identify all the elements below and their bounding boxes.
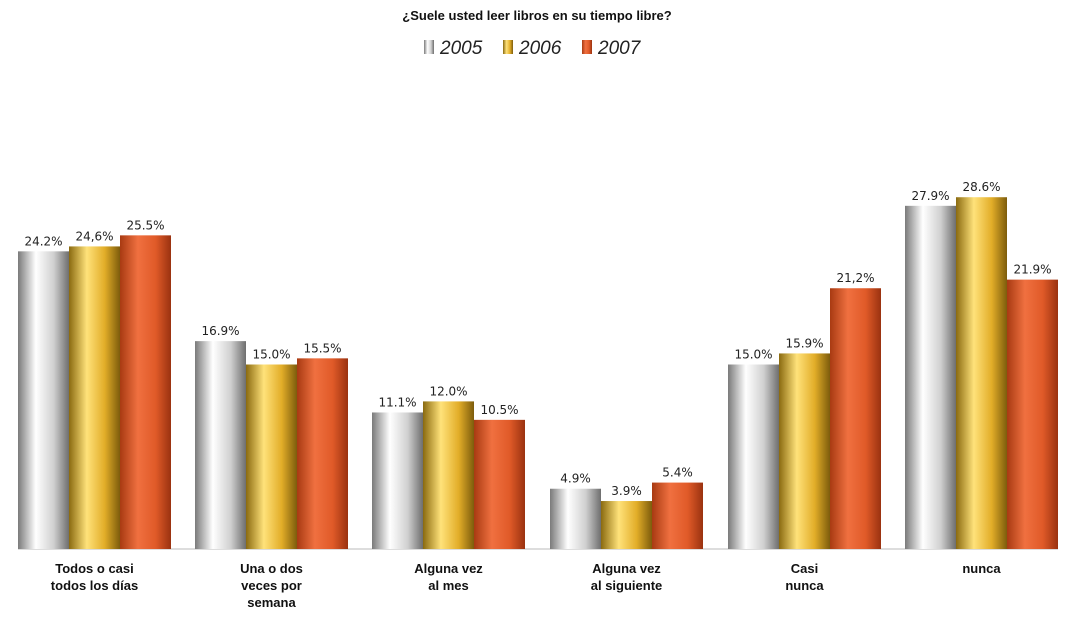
category-label-1: Una o dos veces por semana [240, 561, 303, 610]
category-label-line: semana [247, 595, 296, 610]
value-label-2005-cat1: 16.9% [201, 324, 239, 338]
value-labels-group: 24.2% 24,6% 25.5% 16.9% 15.0% 15.5% 11.1% 12.0%… [24, 180, 1051, 498]
bar-2005-cat1 [195, 341, 246, 549]
category-label-line: nunca [962, 561, 1001, 576]
category-label-2: Alguna vez al mes [414, 561, 483, 593]
value-label-2006-cat2: 12.0% [429, 384, 467, 398]
legend: 2005 2006 2007 [424, 38, 642, 59]
legend-label-2005: 2005 [439, 38, 483, 59]
legend-swatch-2005 [424, 40, 434, 54]
bar-2006-cat2 [423, 401, 474, 549]
bar-2006-cat5 [956, 197, 1007, 549]
value-label-2007-cat1: 15.5% [303, 341, 341, 355]
value-label-2006-cat5: 28.6% [962, 180, 1000, 194]
legend-label-2006: 2006 [518, 38, 562, 59]
category-label-4: Casi nunca [785, 561, 824, 593]
legend-swatch-2006 [503, 40, 513, 54]
bar-2006-cat4 [779, 353, 830, 549]
category-label-line: al mes [428, 578, 468, 593]
category-label-line: veces por [241, 578, 302, 593]
value-label-2005-cat4: 15.0% [734, 348, 772, 362]
value-label-2007-cat3: 5.4% [662, 466, 693, 480]
category-label-line: Una o dos [240, 561, 303, 576]
category-label-line: Alguna vez [414, 561, 483, 576]
bar-2005-cat4 [728, 364, 779, 549]
category-label-line: Todos o casi [55, 561, 134, 576]
bar-2007-cat4 [830, 288, 881, 549]
chart-title: ¿Suele usted leer libros en su tiempo li… [402, 8, 672, 23]
value-label-2006-cat1: 15.0% [252, 348, 290, 362]
bars-group [18, 197, 1058, 550]
value-label-2007-cat0: 25.5% [126, 218, 164, 232]
category-label-line: nunca [785, 578, 824, 593]
bar-2005-cat3 [550, 488, 601, 549]
value-label-2005-cat5: 27.9% [911, 189, 949, 203]
category-label-line: al siguiente [591, 578, 663, 593]
category-label-line: Alguna vez [592, 561, 661, 576]
bar-2007-cat2 [474, 419, 525, 549]
category-label-3: Alguna vez al siguiente [591, 561, 663, 593]
category-label-5: nunca [962, 561, 1001, 576]
bar-2005-cat5 [905, 205, 956, 549]
value-label-2005-cat2: 11.1% [378, 395, 416, 409]
value-label-2006-cat0: 24,6% [75, 229, 113, 243]
bar-2007-cat3 [652, 482, 703, 549]
category-labels-group: Todos o casi todos los días Una o dos veces… [51, 561, 1002, 610]
value-label-2006-cat4: 15.9% [785, 336, 823, 350]
value-label-2005-cat0: 24.2% [24, 234, 62, 248]
category-label-0: Todos o casi todos los días [51, 561, 138, 593]
value-label-2007-cat5: 21.9% [1013, 263, 1051, 277]
category-label-line: Casi [791, 561, 818, 576]
value-label-2005-cat3: 4.9% [560, 472, 591, 486]
value-label-2007-cat4: 21,2% [836, 271, 874, 285]
bar-2007-cat1 [297, 358, 348, 549]
category-label-line: todos los días [51, 578, 138, 593]
bar-2007-cat5 [1007, 279, 1058, 549]
bar-2006-cat0 [69, 246, 120, 550]
bar-2006-cat3 [601, 501, 652, 549]
bar-2005-cat0 [18, 251, 69, 549]
value-label-2006-cat3: 3.9% [611, 484, 642, 498]
bar-2007-cat0 [120, 235, 171, 549]
legend-swatch-2007 [582, 40, 592, 54]
value-label-2007-cat2: 10.5% [480, 403, 518, 417]
legend-label-2007: 2007 [597, 38, 642, 59]
bar-2005-cat2 [372, 412, 423, 549]
bar-2006-cat1 [246, 364, 297, 549]
